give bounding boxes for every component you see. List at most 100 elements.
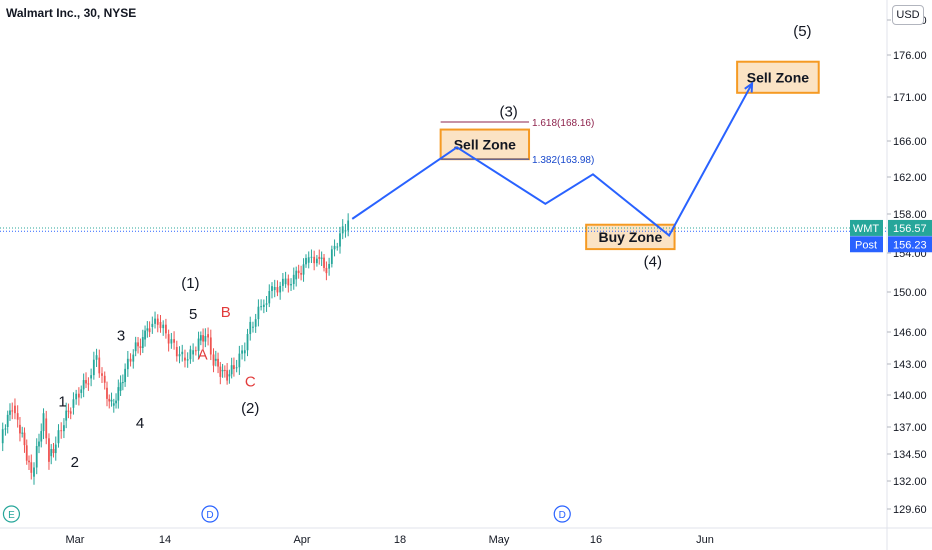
candle-body bbox=[315, 258, 318, 264]
candle-body bbox=[219, 366, 222, 377]
candle-body bbox=[197, 338, 200, 351]
candle-body bbox=[115, 400, 117, 404]
candle-body bbox=[302, 264, 305, 275]
candle-body bbox=[271, 286, 273, 292]
candle-body bbox=[199, 335, 202, 341]
event-marker-label: E bbox=[8, 510, 15, 521]
candle-body bbox=[148, 328, 151, 333]
candle-body bbox=[178, 354, 181, 357]
event-marker-circle bbox=[201, 505, 219, 523]
wave-label: (4) bbox=[644, 254, 662, 271]
candle-body bbox=[35, 446, 38, 468]
candle-body bbox=[103, 375, 106, 383]
candle-body bbox=[159, 322, 162, 329]
candle-body bbox=[75, 393, 78, 400]
candle-body bbox=[202, 335, 204, 342]
buy-zone-label: Buy Zone bbox=[598, 229, 662, 245]
candle-body bbox=[95, 355, 98, 360]
candle-body bbox=[297, 270, 300, 274]
wave-label: 1 bbox=[58, 394, 66, 411]
candle-body bbox=[146, 328, 149, 331]
y-tick-label: 137.00 bbox=[893, 422, 927, 434]
candle-body bbox=[67, 410, 70, 412]
candle-body bbox=[165, 324, 167, 334]
y-tick-label: 176.00 bbox=[893, 50, 927, 62]
candle-body bbox=[101, 373, 103, 376]
candle-body bbox=[167, 334, 170, 344]
candle-body bbox=[42, 413, 45, 432]
candle-body bbox=[119, 382, 122, 391]
candle-body bbox=[21, 432, 24, 434]
current-price-tag-bg bbox=[888, 219, 932, 236]
candle-body bbox=[30, 462, 33, 473]
candle-body bbox=[341, 226, 344, 234]
event-marker-circle bbox=[553, 505, 571, 523]
post-tag: Post bbox=[855, 239, 877, 251]
projection-arrowhead bbox=[744, 81, 754, 93]
candle-body bbox=[273, 287, 276, 291]
candle-body bbox=[333, 245, 336, 250]
candle-body bbox=[54, 444, 57, 454]
candle-body bbox=[108, 398, 111, 402]
candle-body bbox=[124, 368, 127, 383]
candle-body bbox=[173, 339, 175, 343]
candle-body bbox=[134, 342, 137, 352]
candle-body bbox=[60, 430, 63, 432]
y-tick-label: 129.60 bbox=[893, 504, 927, 516]
candle-body bbox=[221, 369, 224, 372]
candle-body bbox=[307, 257, 310, 263]
candle-body bbox=[265, 303, 268, 305]
candle-body bbox=[141, 337, 144, 349]
candle-body bbox=[310, 256, 313, 258]
candle-body bbox=[290, 284, 292, 286]
candle-body bbox=[313, 256, 316, 264]
y-tick-label: 171.00 bbox=[893, 92, 927, 104]
candle-body bbox=[276, 287, 279, 293]
candle-body bbox=[19, 424, 21, 434]
event-marker-label: D bbox=[559, 510, 566, 521]
currency-button[interactable]: USD bbox=[892, 5, 924, 25]
candle-body bbox=[90, 375, 93, 379]
candle-body bbox=[209, 337, 212, 355]
candle-body bbox=[33, 467, 35, 477]
candle-body bbox=[80, 389, 83, 393]
candle-body bbox=[72, 399, 75, 408]
post-tag-bg bbox=[850, 236, 883, 253]
x-tick-label: 16 bbox=[590, 534, 602, 546]
projection-path bbox=[351, 83, 753, 237]
candle-body bbox=[106, 387, 108, 399]
wave-label: A bbox=[198, 347, 208, 364]
candle-body bbox=[189, 349, 192, 360]
x-tick-label: Jun bbox=[696, 534, 714, 546]
candle-body bbox=[320, 257, 323, 259]
x-tick-label: Mar bbox=[66, 534, 85, 546]
candle-body bbox=[154, 318, 156, 324]
wave-label: (3) bbox=[499, 103, 517, 120]
candle-body bbox=[192, 350, 195, 355]
y-tick-label: 166.00 bbox=[893, 136, 927, 148]
candle-body bbox=[295, 270, 298, 280]
candle-body bbox=[226, 370, 229, 381]
candle-body bbox=[110, 399, 113, 402]
candle-body bbox=[121, 382, 124, 384]
sell-zone-label: Sell Zone bbox=[747, 69, 809, 85]
candle-body bbox=[260, 306, 263, 308]
candle-body bbox=[63, 425, 65, 432]
candle-body bbox=[132, 354, 135, 362]
post-price-tag-bg bbox=[888, 236, 932, 253]
candle-body bbox=[284, 278, 287, 285]
fib-levels-layer: 1.618(168.16) 1.382(163.98) bbox=[440, 118, 594, 166]
candle-body bbox=[194, 350, 197, 352]
candle-body bbox=[184, 357, 186, 361]
candle-body bbox=[57, 430, 60, 444]
y-tick-label: 132.00 bbox=[893, 476, 927, 488]
post-price-tag: 156.23 bbox=[893, 239, 927, 251]
candle-body bbox=[228, 374, 231, 377]
candle-body bbox=[325, 267, 328, 274]
zones-layer: Sell Zone Buy Zone Sell Zone bbox=[439, 60, 820, 251]
candle-body bbox=[323, 257, 325, 268]
candle-body bbox=[162, 324, 165, 329]
candle-body bbox=[292, 274, 295, 285]
